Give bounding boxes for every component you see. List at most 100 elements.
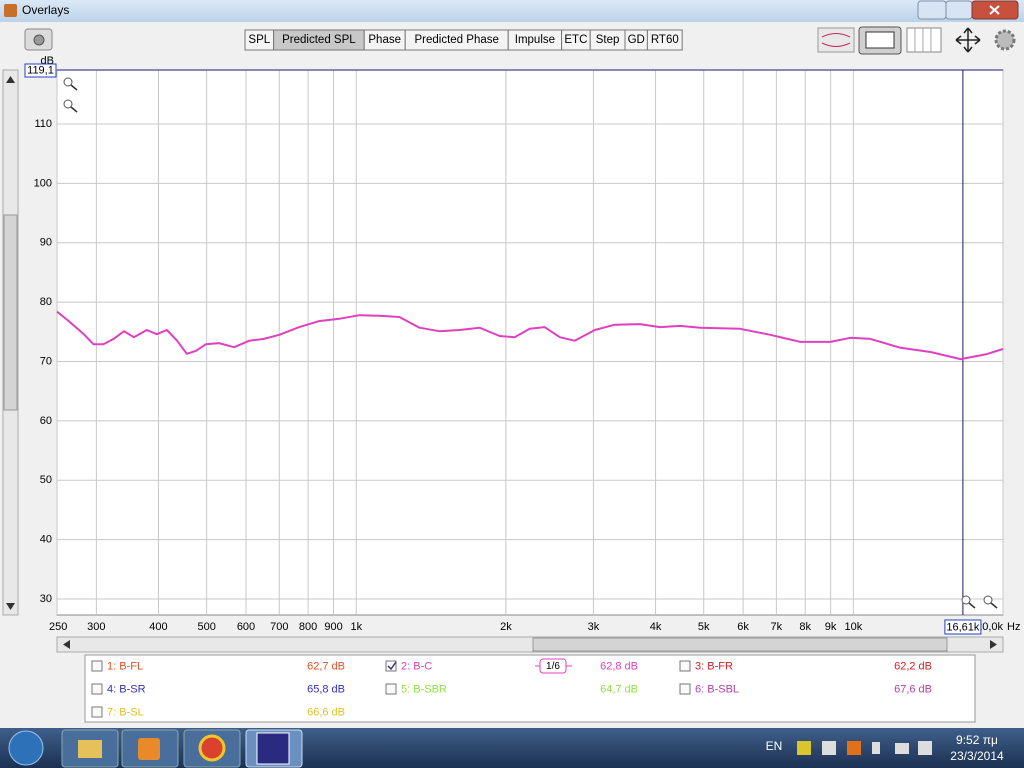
x-tick-label: 700: [270, 621, 288, 633]
legend-panel: [84, 654, 976, 723]
legend-value: 64,7 dB: [600, 683, 638, 695]
legend-name[interactable]: 6: B-SBL: [695, 683, 739, 695]
explorer-icon: [78, 740, 102, 758]
legend-name[interactable]: 1: B-FL: [107, 660, 143, 672]
tab-label[interactable]: Predicted Phase: [415, 34, 499, 46]
checkbox[interactable]: [679, 660, 691, 672]
x-tick-label: 1k: [350, 621, 362, 633]
start-button[interactable]: [8, 730, 44, 766]
smoothing-badge[interactable]: [539, 658, 567, 674]
checkbox[interactable]: [385, 660, 397, 672]
x-tick-label: 6k: [737, 621, 749, 633]
tab-label[interactable]: ETC: [564, 34, 587, 46]
legend-value: 62,2 dB: [894, 660, 932, 672]
x-tick-label: 900: [324, 621, 342, 633]
language-indicator[interactable]: EN: [766, 739, 783, 753]
legend-value: 65,8 dB: [307, 683, 345, 695]
settings-button[interactable]: [994, 29, 1016, 51]
x-tick-label: 2k: [500, 621, 512, 633]
grid-view-icon: [914, 28, 932, 52]
y-cursor-box: [24, 63, 57, 78]
rew-icon: [256, 732, 290, 765]
checkbox[interactable]: [91, 660, 103, 672]
response-curve: [56, 310, 1004, 361]
tab-label[interactable]: Phase: [368, 34, 401, 46]
overlay-view-icon: [821, 33, 851, 47]
x-tick-label: 800: [299, 621, 317, 633]
legend-value: 62,8 dB: [600, 660, 638, 672]
y-cursor-label: 119,1: [27, 64, 54, 76]
x-tick-label: 600: [237, 621, 255, 633]
overlay-view-button[interactable]: [817, 27, 855, 53]
tray-icons[interactable]: [797, 741, 932, 755]
legend: 1: B-FL 62,7 dB 2: B-C 62,8 dB 1/6 3: B-FR 62,…: [91, 658, 932, 718]
y-tick-label: 110: [34, 118, 52, 130]
x-tick-label: 10k: [844, 621, 862, 633]
legend-name[interactable]: 4: B-SR: [107, 683, 146, 695]
checkbox[interactable]: [385, 683, 397, 695]
tab-label[interactable]: SPL: [248, 34, 270, 46]
legend-value: 62,7 dB: [307, 660, 345, 672]
x-tick-label: 3k: [588, 621, 600, 633]
legend-name[interactable]: 5: B-SBR: [401, 683, 447, 695]
tab-label[interactable]: Impulse: [515, 34, 555, 46]
checkbox[interactable]: [91, 683, 103, 695]
tab[interactable]: [646, 29, 683, 51]
camera-icon: [33, 34, 45, 46]
y-tick-label: 30: [40, 593, 52, 605]
y-tick-label: 60: [40, 415, 52, 427]
x-tick-label: 5k: [698, 621, 710, 633]
x-cursor-box: [944, 619, 982, 635]
pan-button[interactable]: [955, 27, 981, 53]
x-tick-label: 500: [197, 621, 215, 633]
maximize-button[interactable]: [945, 0, 973, 20]
title-bar: [0, 0, 1024, 22]
checkmark: [387, 661, 397, 671]
checkbox[interactable]: [91, 706, 103, 718]
x-tick-label: 4k: [650, 621, 662, 633]
vertical-scroll-thumb[interactable]: [3, 214, 18, 411]
tab-label[interactable]: Step: [596, 34, 620, 46]
x-tick-label: 300: [87, 621, 105, 633]
legend-name[interactable]: 3: B-FR: [695, 660, 733, 672]
x-cursor-label: 16,61k: [946, 621, 980, 633]
close-icon: [989, 5, 1000, 15]
plot-area: [56, 69, 1004, 616]
zoom-controls[interactable]: [63, 77, 998, 609]
x-unit-label: Hz: [1007, 621, 1020, 633]
tab-bar: SPL Predicted SPL Phase Predicted Phase Impu…: [244, 29, 683, 51]
media-player-icon: [138, 738, 160, 760]
tab-label[interactable]: RT60: [651, 34, 679, 46]
app-icon: [4, 4, 17, 17]
grid-view-button[interactable]: [906, 27, 942, 53]
legend-name[interactable]: 7: B-SL: [107, 706, 144, 718]
legend-name[interactable]: 2: B-C: [401, 660, 432, 672]
x-tick-label: 250: [49, 621, 67, 633]
smoothing-label[interactable]: 1/6: [546, 661, 560, 672]
checkbox[interactable]: [679, 683, 691, 695]
legend-value: 67,6 dB: [894, 683, 932, 695]
tab-label[interactable]: GD: [628, 34, 645, 46]
horizontal-scroll-thumb[interactable]: [532, 637, 948, 652]
x-tick-label: 7k: [771, 621, 783, 633]
minimize-button[interactable]: [917, 0, 947, 20]
tab-label[interactable]: Predicted SPL: [282, 34, 356, 46]
clock-time[interactable]: 9:52 πμ: [956, 733, 998, 747]
x-tick-label: 8k: [799, 621, 811, 633]
y-tick-label: 40: [40, 534, 52, 546]
y-tick-label: 90: [40, 237, 52, 249]
legend-value: 66,6 dB: [307, 706, 345, 718]
chrome-icon: [198, 734, 226, 762]
y-tick-label: 70: [40, 355, 52, 367]
x-tick-label: 20,0k: [976, 621, 1003, 633]
graph-view-icon: [865, 31, 895, 49]
y-tick-label: 80: [40, 296, 52, 308]
window-title: Overlays: [22, 3, 69, 17]
x-tick-label: 9k: [825, 621, 837, 633]
chart: 30 40 50 60 70 80 90 100 110 250 300 400 500 600 700 80…: [24, 55, 1020, 635]
x-tick-label: 400: [149, 621, 167, 633]
y-tick-label: 100: [34, 177, 52, 189]
clock-date[interactable]: 23/3/2014: [950, 749, 1004, 763]
